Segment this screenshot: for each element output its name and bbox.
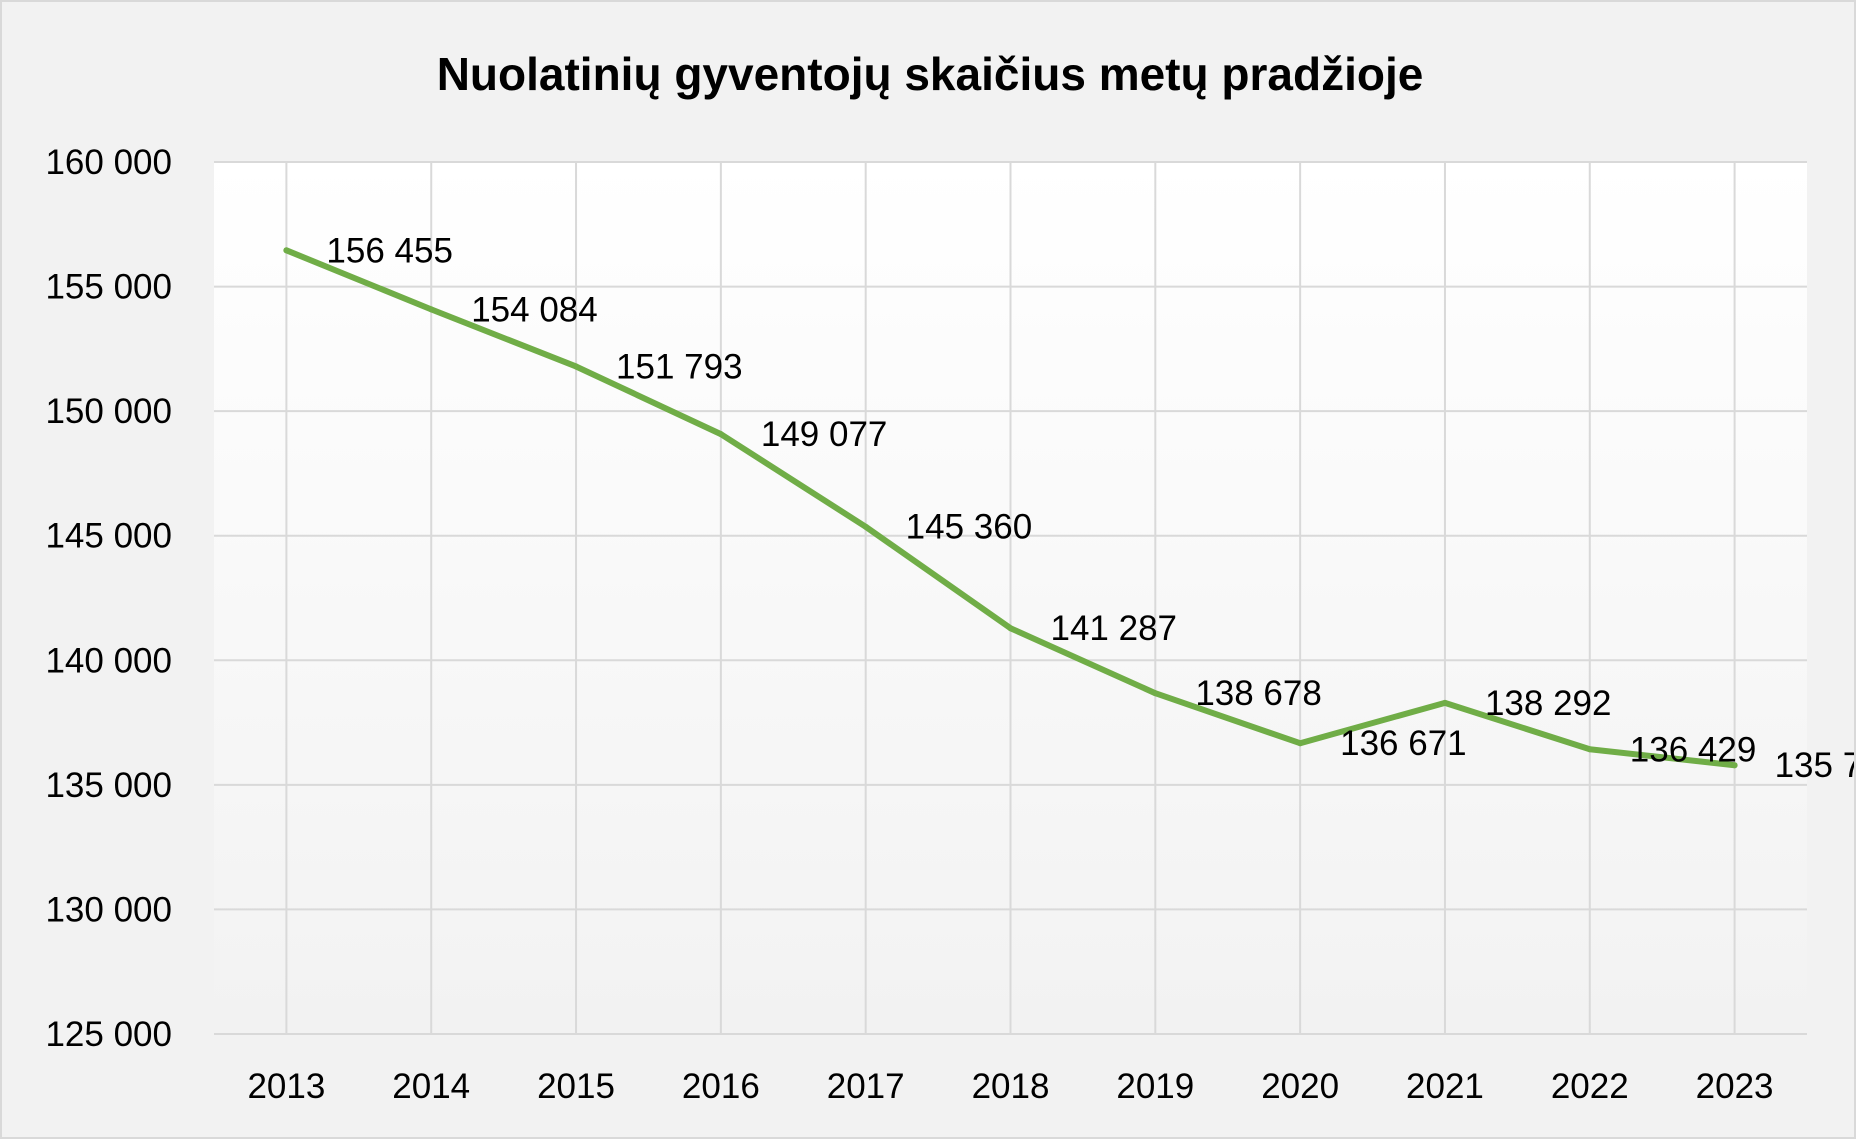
x-tick-label: 2013	[247, 1067, 325, 1106]
data-point	[1441, 699, 1448, 706]
data-point	[1297, 740, 1304, 747]
data-label: 156 455	[326, 231, 453, 270]
data-point	[1586, 746, 1593, 753]
y-tick-label: 160 000	[45, 143, 172, 182]
data-point	[573, 363, 580, 370]
y-tick-label: 155 000	[45, 268, 172, 307]
series-layer	[283, 247, 1738, 769]
x-tick-label: 2021	[1406, 1067, 1484, 1106]
y-tick-label: 135 000	[45, 766, 172, 805]
data-point	[1731, 762, 1738, 769]
data-point	[428, 306, 435, 313]
data-label: 151 793	[616, 347, 743, 386]
axis-ticks: 160 000 155 000 150 000 145 000 140 000 135 0…	[45, 143, 1773, 1106]
gridlines	[214, 161, 1807, 1035]
x-tick-label: 2016	[682, 1067, 760, 1106]
x-tick-label: 2017	[827, 1067, 905, 1106]
x-tick-label: 2023	[1696, 1067, 1774, 1106]
x-tick-label: 2015	[537, 1067, 615, 1106]
data-label: 145 360	[906, 508, 1033, 547]
data-label: 141 287	[1051, 609, 1178, 648]
data-labels: 156 455 154 084 151 793 149 077 145 360 141 2…	[326, 231, 1854, 785]
x-tick-label: 2020	[1261, 1067, 1339, 1106]
data-point	[1007, 625, 1014, 632]
data-label: 149 077	[761, 415, 888, 454]
y-tick-label: 150 000	[45, 392, 172, 431]
chart-title: Nuolatinių gyventojų skaičius metų pradž…	[437, 48, 1424, 100]
x-tick-label: 2022	[1551, 1067, 1629, 1106]
x-tick-label: 2014	[392, 1067, 470, 1106]
data-point	[717, 431, 724, 438]
data-label: 135 787	[1775, 746, 1854, 785]
data-point	[283, 247, 290, 254]
y-tick-label: 145 000	[45, 517, 172, 556]
y-tick-label: 140 000	[45, 641, 172, 680]
x-tick-label: 2018	[972, 1067, 1050, 1106]
data-label: 154 084	[471, 290, 598, 329]
y-tick-label: 125 000	[45, 1015, 172, 1054]
data-point	[862, 523, 869, 530]
x-tick-label: 2019	[1116, 1067, 1194, 1106]
data-label: 136 429	[1630, 730, 1757, 769]
data-point	[1152, 690, 1159, 697]
data-label: 138 292	[1485, 684, 1612, 723]
data-label: 138 678	[1195, 674, 1322, 713]
data-label: 136 671	[1340, 724, 1467, 763]
y-tick-label: 130 000	[45, 890, 172, 929]
